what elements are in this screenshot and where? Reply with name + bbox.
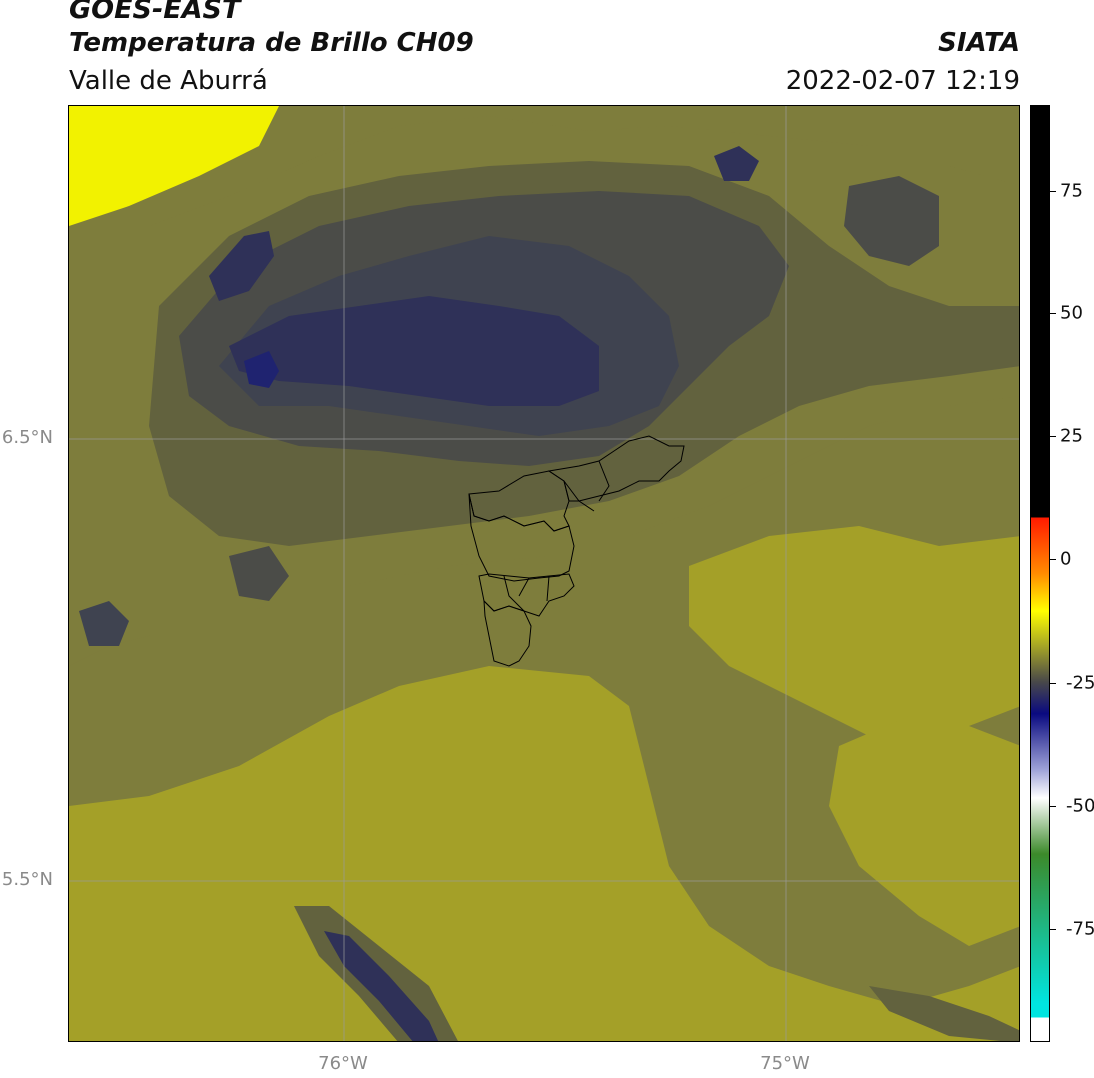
cold-cell-west — [79, 601, 129, 646]
cloud-deep-core — [229, 296, 599, 406]
colorbar-label-25: 25 — [1060, 425, 1083, 447]
warm-region-east-lower — [829, 716, 1019, 946]
warm-region-southwest — [69, 666, 1019, 1041]
cell-west-mid — [229, 546, 289, 601]
colorbar-label-75: 75 — [1060, 180, 1083, 202]
colorbar-label-50: 50 — [1060, 302, 1083, 324]
colorbar-tick — [1050, 683, 1056, 684]
lon-label-76: 76°W — [318, 1053, 368, 1074]
lon-label-75: 75°W — [760, 1053, 810, 1074]
municipality-boundary — [547, 435, 685, 502]
cold-cell-north — [209, 231, 274, 301]
cold-cell-ne — [714, 146, 759, 181]
lat-label-6-5: 6.5°N — [1, 427, 53, 448]
map-canvas — [69, 106, 1019, 1041]
colorbar-tick — [1050, 191, 1056, 192]
cell-far-ne — [844, 176, 939, 266]
colorbar-tick — [1050, 929, 1056, 930]
colorbar — [1030, 105, 1050, 1042]
colorbar-tick — [1050, 559, 1056, 560]
datetime-label: 2022-02-07 12:19 — [785, 66, 1020, 96]
colorbar-label-minus50: -50 — [1066, 795, 1094, 817]
municipality-boundary — [468, 493, 575, 582]
colorbar-label-minus75: -75 — [1066, 918, 1094, 940]
brightness-temperature-map[interactable] — [68, 105, 1020, 1042]
southern-band-core — [324, 931, 439, 1041]
organization-label: SIATA — [938, 28, 1020, 58]
satellite-title: GOES-EAST — [69, 0, 241, 25]
colorbar-tick — [1050, 313, 1056, 314]
coldest-top — [244, 351, 279, 388]
warm-region-bright — [69, 106, 279, 226]
municipality-boundary — [483, 599, 532, 667]
colorbar-label-minus25: -25 — [1066, 672, 1094, 694]
warm-region-east — [689, 526, 1019, 756]
lat-label-5-5: 5.5°N — [1, 869, 53, 890]
colorbar-tick — [1050, 436, 1056, 437]
municipality-boundary — [503, 575, 550, 612]
municipality-boundary — [563, 460, 610, 512]
region-subtitle: Valle de Aburrá — [69, 66, 268, 96]
southeast-streak — [869, 986, 1019, 1041]
colorbar-tick — [1050, 806, 1056, 807]
product-title: Temperatura de Brillo CH09 — [69, 28, 474, 58]
colorbar-label-0: 0 — [1060, 548, 1072, 570]
